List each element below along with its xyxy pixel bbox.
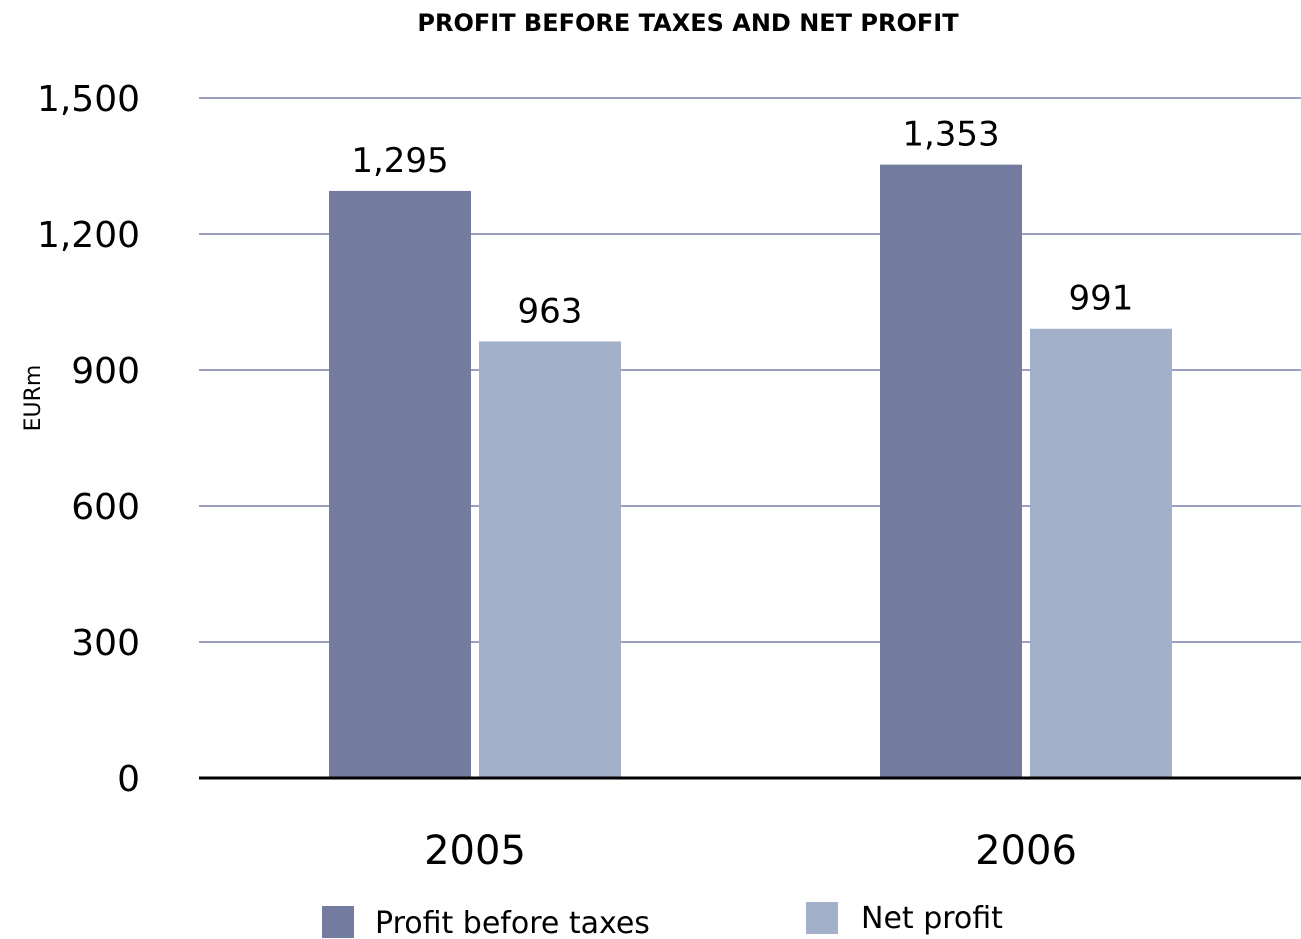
y-tick-label: 1,200 xyxy=(37,215,140,256)
bar-profit-before-taxes-2006 xyxy=(880,164,1022,778)
y-tick-label: 300 xyxy=(71,623,140,664)
data-label: 1,295 xyxy=(351,141,448,181)
legend-swatch xyxy=(806,902,838,934)
y-tick-label: 0 xyxy=(117,759,140,800)
bar-net-profit-2006 xyxy=(1030,328,1172,778)
y-tick-labels: 0 300 600 900 1,200 1,500 xyxy=(37,79,140,800)
bar-net-profit-2005 xyxy=(479,341,621,778)
data-label: 963 xyxy=(518,291,583,331)
data-label: 1,353 xyxy=(902,115,999,155)
x-tick-label: 2006 xyxy=(975,828,1077,874)
y-axis-label: EURm xyxy=(21,365,46,432)
y-tick-label: 900 xyxy=(71,351,140,392)
chart-title: PROFIT BEFORE TAXES AND NET PROFIT xyxy=(417,9,959,37)
data-label: 991 xyxy=(1069,279,1134,319)
y-tick-label: 600 xyxy=(71,487,140,528)
bar-profit-before-taxes-2005 xyxy=(329,190,471,778)
legend-label: Profit before taxes xyxy=(375,906,650,939)
y-tick-label: 1,500 xyxy=(37,79,140,120)
bars xyxy=(329,164,1172,778)
x-tick-label: 2005 xyxy=(424,828,526,874)
legend-swatch xyxy=(322,906,354,938)
data-labels: 1,295 963 1,353 991 xyxy=(351,115,1133,332)
legend-label: Net profit xyxy=(861,901,1003,936)
legend: Profit before taxes Net profit xyxy=(322,901,1003,939)
x-tick-labels: 2005 2006 xyxy=(424,828,1077,874)
